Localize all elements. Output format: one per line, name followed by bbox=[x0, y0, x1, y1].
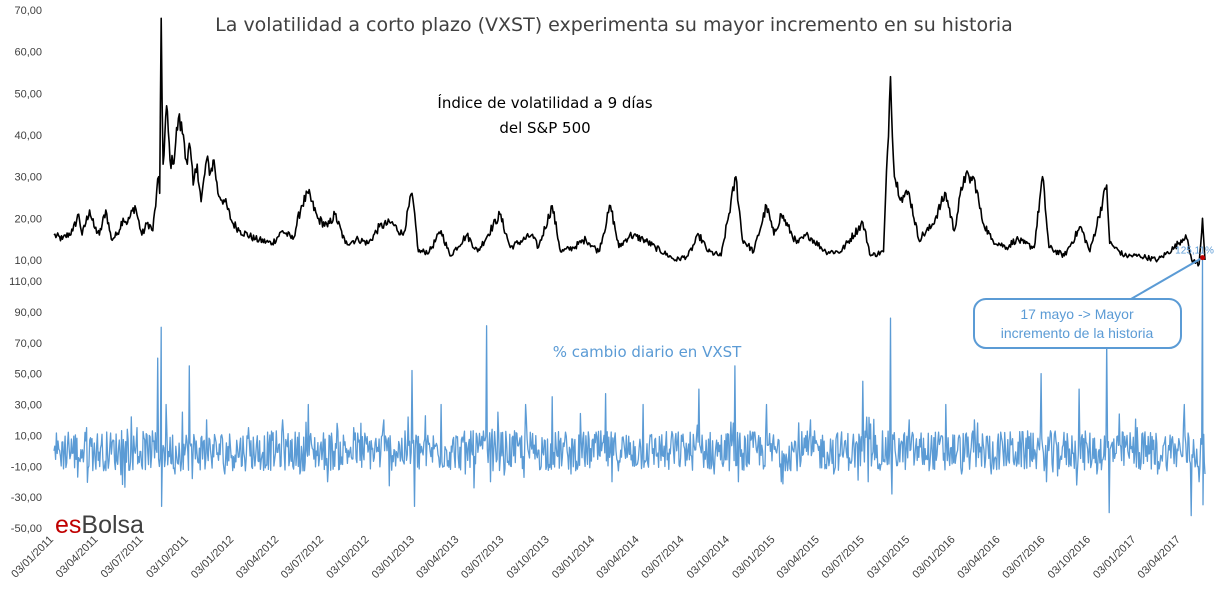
x-tick-label: 03/01/2016 bbox=[910, 534, 957, 581]
upper-y-tick-label: 40,00 bbox=[14, 130, 42, 142]
x-tick-label: 03/10/2013 bbox=[504, 534, 551, 581]
upper-y-tick-label: 10,00 bbox=[14, 255, 42, 267]
upper-y-tick-label: 30,00 bbox=[14, 172, 42, 184]
upper-y-tick-label: 50,00 bbox=[14, 88, 42, 100]
x-tick-label: 03/01/2011 bbox=[9, 534, 56, 581]
x-tick-label: 03/07/2014 bbox=[639, 534, 686, 581]
x-tick-label: 03/01/2014 bbox=[550, 534, 597, 581]
series-daily-change-line bbox=[53, 257, 1206, 517]
x-tick-label: 03/01/2017 bbox=[1091, 534, 1138, 581]
peak-marker bbox=[1200, 255, 1206, 261]
chart-title: La volatilidad a corto plazo (VXST) expe… bbox=[215, 14, 1013, 36]
x-tick-label: 03/01/2012 bbox=[189, 534, 236, 581]
callout-box bbox=[973, 298, 1182, 349]
x-tick-label: 03/01/2013 bbox=[370, 534, 417, 581]
x-tick-label: 03/10/2012 bbox=[324, 534, 371, 581]
peak-label: 125,11% bbox=[1175, 246, 1214, 257]
lower-y-tick-label: 70,00 bbox=[14, 338, 42, 350]
x-tick-label: 03/10/2014 bbox=[685, 534, 732, 581]
x-tick-label: 03/04/2014 bbox=[594, 534, 641, 581]
lower-y-tick-label: 90,00 bbox=[14, 307, 42, 319]
lower-y-tick-label: 50,00 bbox=[14, 369, 42, 381]
x-tick-label: 03/07/2015 bbox=[819, 534, 866, 581]
esbolsa-logo: esBolsa bbox=[55, 511, 144, 539]
x-tick-label: 03/04/2011 bbox=[54, 534, 101, 581]
upper-y-axis: 70,00 60,00 50,00 40,00 30,00 20,00 10,00 bbox=[14, 5, 42, 267]
logo-part1: es bbox=[55, 511, 81, 539]
series1-label-line1: Índice de volatilidad a 9 días bbox=[437, 93, 652, 112]
x-tick-label: 03/07/2016 bbox=[1000, 534, 1047, 581]
x-tick-label: 03/07/2011 bbox=[99, 534, 146, 581]
x-tick-label: 03/04/2016 bbox=[955, 534, 1002, 581]
x-tick-label: 03/10/2015 bbox=[865, 534, 912, 581]
x-tick-label: 03/04/2012 bbox=[234, 534, 281, 581]
x-tick-label: 03/10/2016 bbox=[1046, 534, 1093, 581]
x-tick-label: 03/10/2011 bbox=[144, 534, 191, 581]
callout-text-line2: incremento de la historia bbox=[1001, 325, 1154, 341]
lower-y-tick-label: 30,00 bbox=[14, 400, 42, 412]
callout-text-line1: 17 mayo -> Mayor bbox=[1020, 306, 1134, 322]
lower-y-tick-label: -10,00 bbox=[11, 461, 42, 473]
lower-y-tick-label: 10,00 bbox=[14, 430, 42, 442]
lower-y-axis: 110,00 90,00 70,00 50,00 30,00 10,00 -10,00 -30… bbox=[9, 276, 42, 535]
logo-part2: Bolsa bbox=[81, 511, 144, 539]
lower-y-tick-label: 110,00 bbox=[9, 276, 42, 288]
upper-y-tick-label: 60,00 bbox=[14, 47, 42, 59]
upper-y-tick-label: 20,00 bbox=[14, 213, 42, 225]
callout-pointer bbox=[1130, 256, 1204, 300]
upper-y-tick-label: 70,00 bbox=[14, 5, 42, 17]
x-axis: 03/01/201103/04/201103/07/201103/10/2011… bbox=[9, 534, 1183, 581]
x-tick-label: 03/07/2013 bbox=[459, 534, 506, 581]
x-tick-label: 03/04/2013 bbox=[414, 534, 461, 581]
lower-y-tick-label: -30,00 bbox=[11, 492, 42, 504]
series1-label-line2: del S&P 500 bbox=[499, 119, 590, 137]
series2-label: % cambio diario en VXST bbox=[553, 343, 742, 361]
x-tick-label: 03/01/2015 bbox=[730, 534, 777, 581]
x-tick-label: 03/04/2015 bbox=[775, 534, 822, 581]
series-vxst-line bbox=[53, 17, 1206, 267]
callout: 17 mayo -> Mayor incremento de la histor… bbox=[973, 256, 1204, 349]
x-tick-label: 03/07/2012 bbox=[279, 534, 326, 581]
lower-y-tick-label: -50,00 bbox=[11, 523, 42, 535]
x-tick-label: 03/04/2017 bbox=[1136, 534, 1183, 581]
